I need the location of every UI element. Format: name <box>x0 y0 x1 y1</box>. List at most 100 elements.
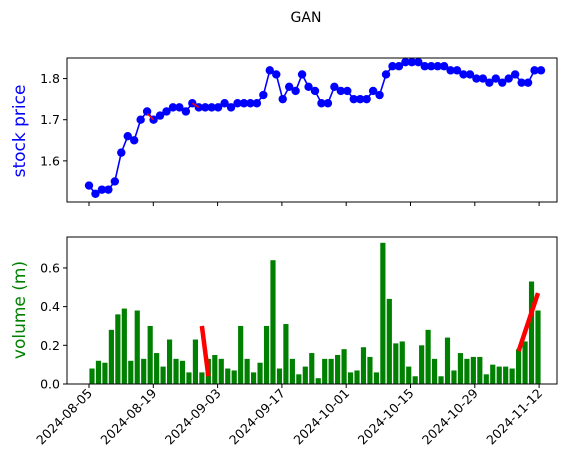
price-point <box>233 99 242 108</box>
volume-bar <box>503 366 509 384</box>
volume-bar <box>302 366 308 384</box>
price-point <box>439 62 449 71</box>
price-point <box>91 189 100 198</box>
price-point <box>433 62 442 71</box>
price-point <box>491 74 500 83</box>
price-point <box>297 70 307 79</box>
price-y-tick-label: 1.8 <box>40 71 60 86</box>
volume-bar <box>360 347 367 384</box>
volume-bar <box>257 362 263 384</box>
price-point <box>368 86 378 96</box>
volume-bar <box>128 360 134 384</box>
volume-bar <box>444 337 451 384</box>
price-point <box>530 66 539 75</box>
price-point <box>478 74 488 83</box>
volume-bar <box>89 368 95 384</box>
volume-bar <box>134 310 140 384</box>
volume-bar <box>451 370 457 384</box>
volume-y-tick-label: 0.0 <box>40 377 60 392</box>
volume-bar <box>341 349 347 384</box>
price-point <box>201 103 210 112</box>
volume-bar <box>535 310 541 384</box>
price-point <box>420 62 429 71</box>
price-point <box>84 181 94 190</box>
volume-bar <box>522 341 528 384</box>
volume-bar <box>347 372 354 384</box>
price-point <box>155 111 165 120</box>
price-point <box>362 94 371 104</box>
volume-bar <box>419 345 425 384</box>
price-point <box>343 86 352 96</box>
price-point <box>517 78 526 87</box>
price-point <box>504 74 513 83</box>
price-point <box>220 99 229 108</box>
volume-bar <box>199 372 205 384</box>
volume-bar <box>173 358 179 384</box>
volume-bar <box>393 343 399 384</box>
volume-bar <box>438 376 444 384</box>
volume-bar <box>322 358 328 384</box>
volume-y-tick-label: 0.6 <box>40 260 60 275</box>
volume-bar <box>367 356 373 384</box>
volume-bar <box>212 354 218 384</box>
price-point <box>446 66 455 75</box>
volume-bar <box>509 368 515 384</box>
price-point <box>536 66 546 75</box>
price-axes-frame <box>66 57 558 203</box>
volume-bar <box>386 298 392 384</box>
volume-y-tick-label: 0.4 <box>40 299 60 314</box>
price-y-axis-label: stock price <box>10 85 30 178</box>
price-point <box>226 103 236 112</box>
volume-bar <box>179 360 186 384</box>
price-point <box>142 107 152 116</box>
volume-bar <box>431 358 438 384</box>
price-point <box>485 78 494 87</box>
price-point <box>452 66 462 75</box>
volume-bar <box>154 353 160 384</box>
price-point <box>323 99 333 108</box>
volume-bar <box>251 372 257 384</box>
volume-bar <box>490 364 496 384</box>
volume-bar <box>380 242 386 384</box>
price-point <box>375 90 384 100</box>
price-point <box>246 99 255 108</box>
volume-bar <box>373 372 379 384</box>
volume-bar <box>528 281 535 384</box>
price-point <box>330 82 339 92</box>
volume-bar <box>412 376 418 384</box>
volume-y-axis-label: volume (m) <box>10 261 30 359</box>
price-point <box>181 107 191 116</box>
price-point <box>239 99 249 108</box>
price-point <box>130 136 139 145</box>
price-point <box>510 70 520 79</box>
price-point <box>310 86 320 96</box>
volume-bar <box>108 329 114 384</box>
price-point <box>459 70 468 79</box>
price-point <box>168 103 178 112</box>
price-point <box>97 185 107 194</box>
price-point <box>407 57 417 67</box>
volume-bar <box>483 374 489 384</box>
price-point <box>104 185 113 194</box>
volume-bar <box>186 372 192 384</box>
volume-bar <box>406 366 412 384</box>
price-point <box>498 78 507 87</box>
volume-bar <box>244 358 250 384</box>
volume-bar <box>238 325 244 384</box>
volume-bar <box>335 354 341 384</box>
price-point <box>117 148 126 157</box>
volume-bar <box>166 339 173 384</box>
volume-bar <box>95 360 102 384</box>
volume-bar <box>218 358 224 384</box>
volume-trend-segment <box>516 292 541 352</box>
price-point <box>349 94 358 104</box>
volume-bar <box>309 353 315 384</box>
volume-bar <box>225 368 231 384</box>
price-point <box>272 70 281 79</box>
price-trend-segment <box>191 102 200 109</box>
price-panel: 1.6 1.7 1.8 stock price <box>10 57 558 206</box>
price-point <box>336 86 346 96</box>
volume-bar <box>276 368 283 384</box>
volume-bar <box>121 308 127 384</box>
